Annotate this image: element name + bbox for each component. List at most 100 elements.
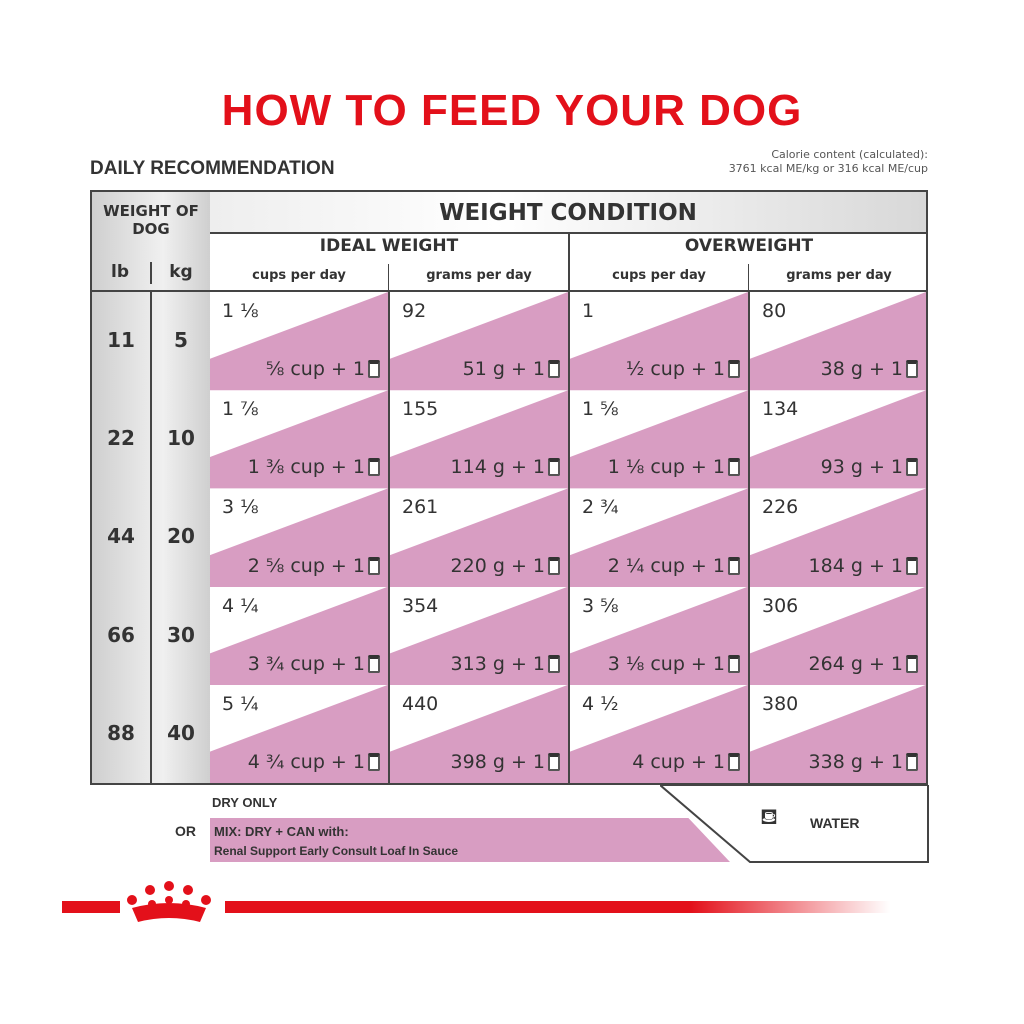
mix-amount: 313 g + 1 <box>451 653 560 675</box>
dry-only-label: DRY ONLY <box>212 795 278 810</box>
can-icon <box>368 752 380 771</box>
table-cell: 1 ⅞ 1 ⅜ cup + 1 <box>210 390 390 489</box>
dry-amount: 306 <box>762 594 799 617</box>
dry-amount: 1 ⅝ <box>582 398 619 421</box>
can-icon <box>728 556 740 575</box>
table-cell: 261 220 g + 1 <box>390 488 570 587</box>
calorie-line-1: Calorie content (calculated): <box>771 148 928 161</box>
dry-amount: 1 <box>582 300 595 322</box>
dry-amount: 3 ⅛ <box>222 496 259 519</box>
can-icon <box>548 654 560 673</box>
kg-header: kg <box>169 262 193 282</box>
can-icon <box>368 654 380 673</box>
mix-amount: 338 g + 1 <box>809 751 918 773</box>
can-icon <box>548 458 560 477</box>
table-cell: 1 ⅝ 1 ⅛ cup + 1 <box>570 390 750 489</box>
ideal-weight-header: IDEAL WEIGHT <box>319 236 459 256</box>
mix-label: MIX: DRY + CAN with: <box>214 824 349 839</box>
table-cell: 226 184 g + 1 <box>750 488 926 587</box>
mix-amount: 398 g + 1 <box>451 751 560 773</box>
dry-amount: 2 ¾ <box>582 496 619 519</box>
kg-value: 30 <box>167 622 195 647</box>
can-icon <box>906 654 918 673</box>
can-icon <box>906 556 918 575</box>
mix-amount: 3 ¾ cup + 1 <box>248 653 380 675</box>
table-cell: 380 338 g + 1 <box>750 684 926 783</box>
dry-amount: 4 ½ <box>582 692 619 715</box>
table-cell: 306 264 g + 1 <box>750 586 926 685</box>
dry-amount: 155 <box>402 398 439 421</box>
mix-amount: ½ cup + 1 <box>626 358 740 380</box>
can-icon <box>906 752 918 771</box>
mix-amount: 4 ¾ cup + 1 <box>248 751 380 773</box>
grams-header: grams per day <box>786 268 892 283</box>
daily-recommendation-label: DAILY RECOMMENDATION <box>90 158 335 179</box>
brand-line-right <box>225 901 890 913</box>
lb-value: 88 <box>107 720 135 745</box>
table-cell: 2 ¾ 2 ¼ cup + 1 <box>570 488 750 587</box>
table-cell: 1 ½ cup + 1 <box>570 292 750 391</box>
lb-value: 44 <box>107 524 135 549</box>
can-icon <box>368 556 380 575</box>
page-title: HOW TO FEED YOUR DOG <box>221 86 803 135</box>
cups-header: cups per day <box>252 268 346 283</box>
mix-amount: 184 g + 1 <box>809 555 918 577</box>
can-icon <box>906 360 918 379</box>
dry-amount: 4 ¼ <box>222 594 259 617</box>
dry-amount: 3 ⅝ <box>582 594 619 617</box>
dry-amount: 134 <box>762 398 799 421</box>
weight-condition-header: WEIGHT CONDITION <box>210 192 926 232</box>
feeding-table: WEIGHT OF DOG lb kg WEIGHT CONDITION IDE… <box>90 190 928 785</box>
table-cell: 4 ¼ 3 ¾ cup + 1 <box>210 586 390 685</box>
mix-amount: 114 g + 1 <box>451 456 560 478</box>
mix-amount: 2 ⅝ cup + 1 <box>248 555 380 577</box>
can-icon <box>728 458 740 477</box>
mix-amount: 3 ⅛ cup + 1 <box>608 653 740 675</box>
mix-amount: 220 g + 1 <box>451 555 560 577</box>
mix-amount: 38 g + 1 <box>821 358 918 380</box>
can-icon <box>728 360 740 379</box>
table-cell: 92 51 g + 1 <box>390 292 570 391</box>
dry-amount: 226 <box>762 496 799 519</box>
mix-band: MIX: DRY + CAN with: Renal Support Early… <box>210 818 730 862</box>
table-cell: 440 398 g + 1 <box>390 684 570 783</box>
dry-amount: 1 ⅛ <box>222 300 259 322</box>
dry-amount: 380 <box>762 692 799 715</box>
mix-amount: 264 g + 1 <box>809 653 918 675</box>
calorie-content: Calorie content (calculated): 3761 kcal … <box>729 148 928 176</box>
kg-value: 10 <box>167 426 195 451</box>
can-icon <box>548 752 560 771</box>
lb-value: 11 <box>107 328 135 352</box>
or-label: OR <box>175 823 196 839</box>
mix-amount: 1 ⅛ cup + 1 <box>608 456 740 478</box>
table-cell: 80 38 g + 1 <box>750 292 926 391</box>
royal-crown-logo <box>127 881 211 922</box>
cups-header: cups per day <box>612 268 706 283</box>
mix-amount: 93 g + 1 <box>821 456 918 478</box>
dry-amount: 440 <box>402 692 439 715</box>
table-cell: 4 ½ 4 cup + 1 <box>570 684 750 783</box>
dry-amount: 5 ¼ <box>222 692 259 715</box>
can-icon <box>368 458 380 477</box>
kg-value: 20 <box>167 524 195 549</box>
kg-value: 5 <box>174 328 188 352</box>
weight-of-dog-header: WEIGHT OF DOG <box>103 202 199 238</box>
table-cell: 3 ⅛ 2 ⅝ cup + 1 <box>210 488 390 587</box>
can-icon <box>548 556 560 575</box>
kg-value: 40 <box>167 720 195 745</box>
table-cell: 354 313 g + 1 <box>390 586 570 685</box>
dry-amount: 1 ⅞ <box>222 398 259 421</box>
can-icon <box>728 752 740 771</box>
dry-amount: 354 <box>402 594 439 617</box>
lb-value: 22 <box>107 426 135 451</box>
mix-amount: 4 cup + 1 <box>632 751 740 773</box>
dry-amount: 92 <box>402 300 427 322</box>
table-cell: 5 ¼ 4 ¾ cup + 1 <box>210 684 390 783</box>
mix-amount: ⅝ cup + 1 <box>266 358 380 380</box>
mix-amount: 1 ⅜ cup + 1 <box>248 456 380 478</box>
grams-header: grams per day <box>426 268 532 283</box>
water-bowl-icon: ⛾ <box>760 805 778 830</box>
mix-amount: 2 ¼ cup + 1 <box>608 555 740 577</box>
mix-amount: 51 g + 1 <box>463 358 560 380</box>
product-label: Renal Support Early Consult Loaf In Sauc… <box>214 844 459 858</box>
